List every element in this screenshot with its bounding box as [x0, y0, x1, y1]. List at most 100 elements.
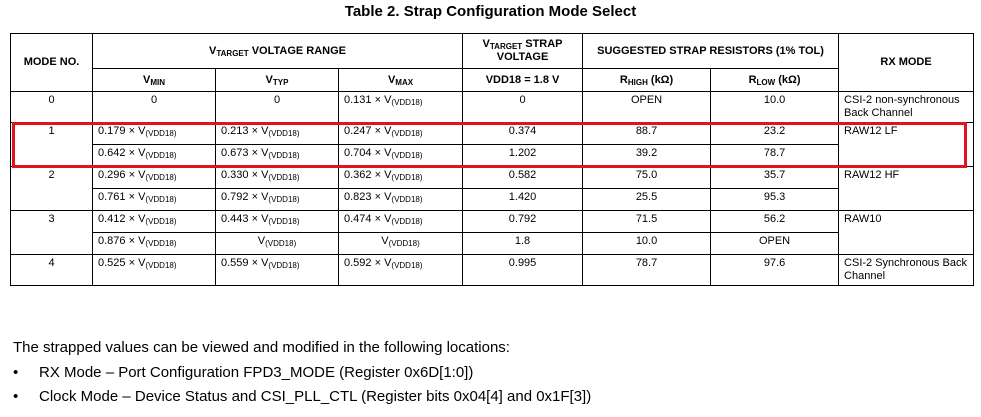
text: 0.761 × V: [98, 191, 146, 203]
text: 4: [48, 257, 55, 269]
text: V: [209, 44, 217, 57]
subscript: TYP: [272, 77, 289, 87]
table-cell: 0.642 × V(VDD18): [92, 144, 216, 167]
subscript: (VDD18): [145, 261, 177, 270]
text: 0: [519, 94, 526, 106]
subscript: TARGET: [216, 48, 249, 58]
table-cell: OPEN: [582, 91, 712, 123]
text: 75.0: [635, 169, 658, 181]
table-cell: 0: [10, 91, 93, 123]
subscript: MIN: [150, 77, 165, 87]
bullet-item: • RX Mode – Port Configuration FPD3_MODE …: [13, 361, 591, 386]
text: SUGGESTED STRAP RESISTORS (1% TOL): [597, 44, 824, 57]
text: V: [387, 73, 396, 86]
table-cell: 0.673 × V(VDD18): [215, 144, 339, 167]
table-cell: 0.179 × V(VDD18): [92, 122, 216, 145]
text: 0.179 × V: [98, 125, 146, 137]
text: 78.7: [635, 257, 658, 269]
table-cell: 39.2: [582, 144, 712, 167]
subscript: (VDD18): [391, 173, 423, 182]
subscript: (VDD18): [391, 195, 423, 204]
subscript: (VDD18): [145, 129, 177, 138]
table-cell: 0.559 × V(VDD18): [215, 254, 339, 286]
table-row: 0.642 × V(VDD18) 0.673 × V(VDD18) 0.704 × …: [11, 144, 974, 167]
table-cell: 78.7: [582, 254, 712, 286]
text: 3: [48, 213, 55, 225]
subscript: (VDD18): [391, 217, 423, 226]
subscript: (VDD18): [145, 173, 177, 182]
subscript: (VDD18): [391, 151, 423, 160]
table-cell: 75.0: [582, 166, 712, 189]
text: 88.7: [635, 125, 658, 137]
table-cell: 95.3: [710, 188, 840, 211]
text: 10.0: [763, 94, 786, 106]
text: 1: [48, 125, 55, 137]
table-cell: 0: [92, 91, 216, 123]
subscript: MAX: [395, 77, 414, 87]
table-cell: 71.5: [582, 210, 712, 233]
text: 0.673 × V: [221, 147, 269, 159]
text: 0: [48, 94, 55, 106]
text: OPEN: [630, 94, 663, 106]
text: (kΩ): [647, 73, 674, 86]
text: 0.474 × V: [344, 213, 392, 225]
table-cell: 0.995: [462, 254, 584, 286]
text: 10.0: [635, 235, 658, 247]
table-cell: 0.296 × V(VDD18): [92, 166, 216, 189]
text: CSI-2 non-synchronous Back Channel: [844, 94, 960, 119]
text: 0.443 × V: [221, 213, 269, 225]
table-cell: 0.362 × V(VDD18): [337, 166, 464, 189]
header-cell: RLOW (kΩ): [710, 68, 840, 92]
bullet-dot: •: [13, 363, 19, 381]
subscript: LOW: [756, 77, 776, 87]
header-cell: MODE NO.: [10, 33, 93, 92]
header-cell: VTARGET STRAP VOLTAGE: [462, 33, 584, 69]
text: 0.330 × V: [221, 169, 269, 181]
table-cell: 3: [10, 210, 93, 255]
table-cell: 10.0: [710, 91, 840, 123]
text: 1.420: [508, 191, 537, 203]
text: V: [265, 73, 273, 86]
subscript: (VDD18): [388, 239, 420, 248]
text: VDD18 = 1.8 V: [485, 73, 560, 86]
bullet-list: • RX Mode – Port Configuration FPD3_MODE …: [13, 361, 591, 410]
text: RAW10: [844, 213, 882, 225]
table-row: 2 0.296 × V(VDD18) 0.330 × V(VDD18) 0.362 ×…: [10, 166, 975, 211]
table-cell: 0.131 × V(VDD18): [337, 91, 464, 123]
table-cell: 0.374: [462, 122, 584, 145]
bullet-text: Clock Mode – Device Status and CSI_PLL_C…: [39, 388, 592, 405]
table-title: Table 2. Strap Configuration Mode Select: [344, 3, 637, 20]
table-cell: 0.330 × V(VDD18): [215, 166, 339, 189]
table-cell: RAW12 HF: [838, 166, 975, 211]
text: VOLTAGE RANGE: [248, 44, 347, 57]
table-cell: V(VDD18): [215, 232, 339, 255]
table-cell: 0.525 × V(VDD18): [92, 254, 216, 286]
text: 1.202: [508, 147, 537, 159]
table-row: 1 0.179 × V(VDD18) 0.213 × V(VDD18) 0.247 ×…: [10, 122, 975, 167]
note: The strapped values can be viewed and mo…: [13, 336, 591, 410]
subscript: (VDD18): [265, 239, 297, 248]
text: RAW12 HF: [844, 169, 900, 181]
text: 0.823 × V: [344, 191, 392, 203]
table-cell: CSI-2 Synchronous Back Channel: [838, 254, 975, 286]
bullet-item: • Clock Mode – Device Status and CSI_PLL_…: [13, 385, 591, 410]
subscript: (VDD18): [268, 129, 300, 138]
table-cell: 88.7: [582, 122, 712, 145]
text: OPEN: [758, 235, 791, 247]
text: MODE NO.: [23, 56, 80, 68]
text: 71.5: [635, 213, 658, 225]
table-cell: 0.792: [462, 210, 584, 233]
text: 0.412 × V: [98, 213, 146, 225]
table-cell: 0.792 × V(VDD18): [215, 188, 339, 211]
table-cell: 23.2: [710, 122, 840, 145]
table-cell: 0.412 × V(VDD18): [92, 210, 216, 233]
strap-table: MODE NO. VTARGET VOLTAGE RANGE VTARGET S…: [10, 33, 975, 286]
header-cell: RX MODE: [838, 33, 975, 92]
text: 0.582: [508, 169, 537, 181]
text: 1.8: [514, 235, 531, 247]
table-row: 3 0.412 × V(VDD18) 0.443 × V(VDD18) 0.474 ×…: [10, 210, 975, 255]
subscript: (VDD18): [268, 195, 300, 204]
text: 0.374: [508, 125, 537, 137]
text: 0.792: [508, 213, 537, 225]
text: 97.6: [763, 257, 786, 269]
